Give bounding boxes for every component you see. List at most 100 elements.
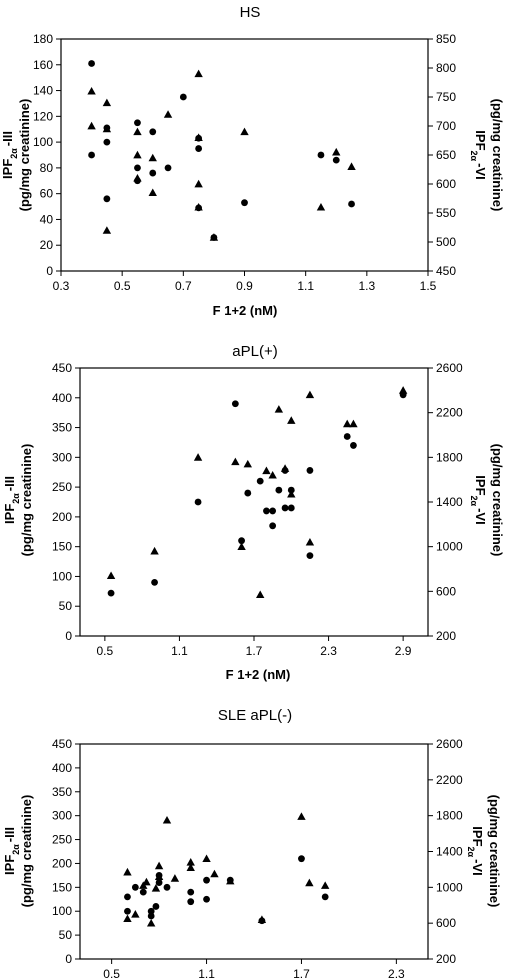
- circle-point: [147, 907, 155, 915]
- circle-point: [306, 552, 314, 559]
- triangle-point: [237, 542, 246, 551]
- y-axis-left: 0 50 100 150 200 250 300 350 400 450: [52, 361, 80, 643]
- circle-point: [163, 883, 171, 891]
- y-right-tick-label: 1800: [436, 450, 463, 464]
- circle-point: [147, 912, 155, 920]
- data-points: [106, 386, 408, 599]
- triangle-point: [305, 878, 314, 887]
- triangle-point: [274, 405, 284, 413]
- y-right-tick-label: 1400: [436, 495, 463, 509]
- triangle-point: [332, 147, 341, 156]
- y-left-tick-label: 200: [52, 510, 72, 524]
- y-right-tick-label: 850: [436, 32, 456, 46]
- svg-text:IPF2α-VI: IPF2α-VI: [469, 130, 488, 179]
- panel-sle-apl-negative: SLE aPL(-) 0.5 1.1 1.7 2.3 0 50 100 150 200 250 3…: [2, 707, 502, 979]
- plot-frame: [79, 743, 429, 960]
- triangle-point: [151, 884, 161, 892]
- circle-point: [187, 888, 195, 896]
- circle-point: [263, 507, 270, 515]
- y-left-tick-label: 350: [52, 421, 72, 435]
- svg-text:IPF2α-III: IPF2α-III: [0, 131, 19, 179]
- circle-point: [151, 579, 158, 586]
- x-tick-label: 1.1: [171, 644, 188, 658]
- circle-point: [343, 433, 351, 440]
- circle-point: [103, 138, 111, 146]
- circle-point: [244, 489, 252, 497]
- y-left-tick-label: 60: [40, 187, 54, 201]
- y-left-tick-label: 100: [52, 569, 72, 583]
- x-tick-label: 0.9: [236, 279, 253, 293]
- y-left-tick-label: 100: [33, 135, 53, 149]
- svg-text:IPF2α-III: IPF2α-III: [2, 827, 21, 875]
- y-right-tick-label: 450: [436, 264, 456, 278]
- y-right-tick-label: 1800: [436, 809, 463, 823]
- triangle-point: [210, 869, 219, 878]
- triangle-point: [186, 863, 195, 871]
- triangle-point: [148, 188, 157, 197]
- circle-point: [256, 477, 264, 485]
- y-left-tick-label: 200: [52, 856, 72, 870]
- triangle-point: [320, 881, 330, 889]
- svg-text:(pg/mg creatinine): (pg/mg creatinine): [487, 795, 502, 908]
- triangle-point: [349, 419, 358, 428]
- y-right-tick-label: 2200: [436, 406, 463, 420]
- x-tick-label: 1.7: [246, 644, 263, 658]
- x-tick-label: 2.9: [395, 644, 412, 658]
- y-left-label: IPF2α-III (pg/mg creatinine): [2, 444, 34, 557]
- y-left-tick-label: 20: [40, 238, 54, 252]
- circle-point: [124, 907, 131, 915]
- triangle-point: [243, 459, 252, 468]
- y-left-tick-label: 0: [46, 264, 53, 278]
- data-points: [123, 812, 330, 927]
- svg-text:(pg/mg creatinine): (pg/mg creatinine): [19, 444, 34, 557]
- triangle-point: [231, 457, 240, 466]
- triangle-point: [133, 127, 142, 136]
- y-left-tick-label: 140: [33, 84, 53, 98]
- y-axis-left: 0 50 100 150 200 250 300 350 400 450: [52, 737, 80, 966]
- x-tick-label: 1.3: [358, 279, 375, 293]
- y-left-tick-label: 350: [52, 785, 72, 799]
- circle-point: [194, 498, 202, 506]
- y-right-tick-label: 800: [436, 61, 456, 75]
- y-left-tick-label: 150: [52, 540, 72, 554]
- y-right-label: (pg/mg creatinine) IPF2α-VI: [469, 99, 505, 212]
- circle-point: [134, 164, 141, 172]
- circle-point: [269, 522, 277, 530]
- triangle-point: [123, 867, 132, 876]
- circle-point: [231, 400, 239, 408]
- triangle-point: [123, 914, 132, 923]
- y-right-tick-label: 200: [436, 629, 456, 643]
- x-axis: 0.5 1.1 1.7 2.3: [103, 959, 405, 979]
- circle-point: [107, 589, 115, 597]
- y-left-tick-label: 300: [52, 809, 72, 823]
- y-left-tick-label: 0: [65, 952, 72, 966]
- circle-point: [275, 486, 283, 494]
- circle-point: [238, 537, 245, 545]
- svg-text:(pg/mg creatinine): (pg/mg creatinine): [17, 99, 32, 212]
- y-left-tick-label: 450: [52, 361, 72, 375]
- y-left-tick-label: 150: [52, 880, 72, 894]
- y-right-tick-label: 750: [436, 90, 456, 104]
- triangle-point: [87, 87, 96, 95]
- y-axis-right: 200 600 1000 1400 1800 2200 2600: [428, 737, 463, 966]
- svg-text:(pg/mg creatinine): (pg/mg creatinine): [19, 795, 34, 908]
- y-right-tick-label: 1400: [436, 845, 463, 859]
- y-left-tick-label: 180: [33, 32, 53, 46]
- circle-point: [187, 898, 195, 906]
- circle-point: [88, 60, 95, 67]
- triangle-point: [287, 489, 296, 498]
- triangle-point: [162, 815, 172, 824]
- svg-text:IPF2α-VI: IPF2α-VI: [466, 826, 485, 875]
- triangle-point: [194, 179, 203, 188]
- circle-point: [195, 145, 203, 152]
- y-left-tick-label: 40: [40, 212, 54, 226]
- triangle-point: [131, 910, 140, 918]
- triangle-point: [194, 133, 203, 141]
- x-tick-label: 1.5: [420, 279, 437, 293]
- x-tick-label: 1.1: [297, 279, 314, 293]
- triangle-point: [150, 546, 159, 555]
- plot-frame: [60, 38, 429, 272]
- circle-point: [155, 879, 163, 886]
- panel-hs: HS 0.3 0.5 0.7 0.9 1.1 1.3 1.5 0 20 40 60 80 100 120…: [0, 4, 505, 318]
- triangle-point: [106, 571, 116, 580]
